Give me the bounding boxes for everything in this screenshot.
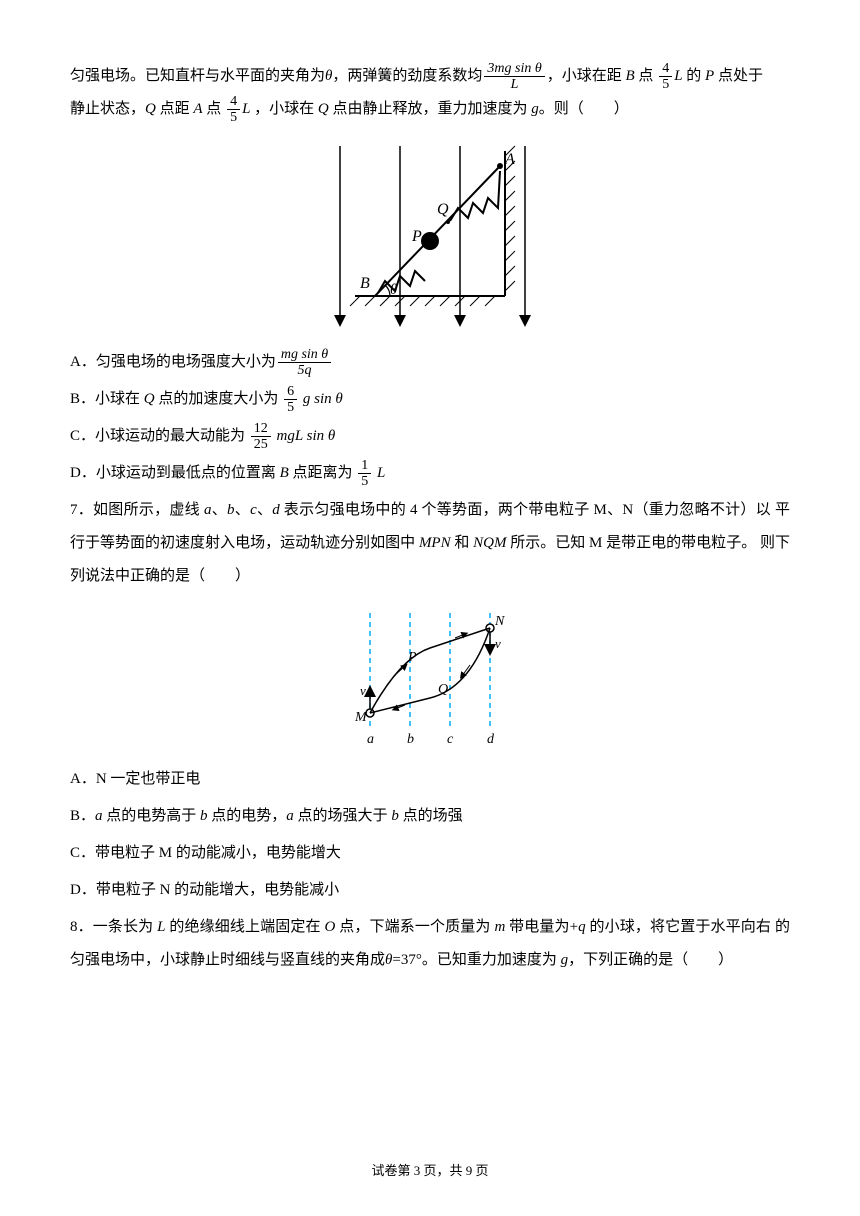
text: 的绝缘细线上端固定在	[166, 919, 325, 935]
Q: Q	[145, 101, 156, 117]
text: 点的电势高于	[103, 808, 201, 824]
q6-intro-line2: 静止状态，Q 点距 A 点 45L ，小球在 Q 点由静止释放，重力加速度为 g…	[70, 93, 790, 126]
frac: 15	[358, 458, 371, 490]
q7-option-c: C．带电粒子 M 的动能减小，电势能增大	[70, 837, 790, 870]
frac: mg sin θ5q	[278, 347, 331, 379]
text: 8．一条长为	[70, 919, 157, 935]
text: 表示匀强电场中的 4 个等势面，两个带电粒子 M、N（重力忽略不计）以	[280, 502, 771, 518]
frac: 1225	[251, 421, 271, 453]
text: 。则（ ）	[539, 101, 629, 117]
figure-equipotential: M N P Q v v a b c d	[70, 603, 790, 753]
a: a	[95, 808, 103, 824]
a: a	[204, 502, 212, 518]
b: b	[227, 502, 235, 518]
q7-option-a: A．N 一定也带正电	[70, 763, 790, 796]
label-Q: Q	[438, 682, 448, 697]
NQM: NQM	[473, 535, 506, 551]
L: L	[373, 465, 385, 481]
label-b: b	[407, 732, 414, 747]
label-d: d	[487, 732, 495, 747]
label-v1: v	[360, 683, 366, 698]
text: 点的加速度大小为	[155, 391, 283, 407]
Q: Q	[144, 391, 155, 407]
text: D．小球运动到最低点的位置离	[70, 465, 280, 481]
m: m	[494, 919, 505, 935]
q: q	[578, 919, 586, 935]
figure-spring-rod: A B P Q θ	[70, 136, 790, 336]
label-A: A	[504, 151, 515, 168]
q6-intro-line1: 匀强电场。已知直杆与水平面的夹角为θ，两弹簧的劲度系数均3mg sin θL，小…	[70, 60, 790, 93]
text: 点处于	[714, 68, 763, 84]
label-N: N	[494, 614, 505, 629]
L: L	[157, 919, 165, 935]
text: 点的场强大于	[294, 808, 392, 824]
text: ，两弹簧的劲度系数均	[332, 68, 482, 84]
frac-45: 45	[659, 61, 672, 93]
text: 7．如图所示，虚线	[70, 502, 204, 518]
P: P	[705, 68, 714, 84]
text: 点距离为	[289, 465, 357, 481]
q7-option-b: B．a 点的电势高于 b 点的电势，a 点的场强大于 b 点的场强	[70, 800, 790, 833]
frac-k: 3mg sin θL	[484, 61, 544, 93]
text: =37°。已知重力加速度为	[392, 952, 560, 968]
label-Q: Q	[437, 201, 449, 218]
text: 带电量为+	[505, 919, 578, 935]
label-P: P	[411, 228, 422, 245]
text: ，小球在距	[547, 68, 626, 84]
a2: a	[286, 808, 294, 824]
text: B．小球在	[70, 391, 144, 407]
q6-option-c: C．小球运动的最大动能为 1225 mgL sin θ	[70, 420, 790, 453]
label-c: c	[447, 732, 454, 747]
text: 匀强电场。已知直杆与水平面的夹角为	[70, 68, 325, 84]
q6-option-b: B．小球在 Q 点的加速度大小为 65 g sin θ	[70, 383, 790, 416]
text: ，小球在	[250, 101, 318, 117]
text: 所示。已知 M 是带正电的带电粒子。	[506, 535, 756, 551]
g: g	[561, 952, 569, 968]
text: 点	[203, 101, 226, 117]
expr: mgL sin θ	[273, 428, 336, 444]
text: 的小球，将它置于水平向右	[586, 919, 771, 935]
frac: 65	[284, 384, 297, 416]
B: B	[626, 68, 635, 84]
label-M: M	[354, 710, 368, 725]
Q2: Q	[318, 101, 329, 117]
q6-option-a: A．匀强电场的电场强度大小为mg sin θ5q	[70, 346, 790, 379]
MPN: MPN	[419, 535, 451, 551]
B: B	[280, 465, 289, 481]
q8-stem: 8．一条长为 L 的绝缘细线上端固定在 O 点，下端系一个质量为 m 带电量为+…	[70, 911, 790, 977]
text: 和	[451, 535, 474, 551]
text: 点	[635, 68, 658, 84]
L: L	[674, 68, 682, 84]
label-v2: v	[495, 636, 501, 651]
text: 的	[683, 68, 706, 84]
text: 静止状态，	[70, 101, 145, 117]
page-footer: 试卷第 3 页，共 9 页	[0, 1157, 860, 1186]
A: A	[193, 101, 202, 117]
frac-45b: 45	[227, 94, 240, 126]
text: 点距	[156, 101, 194, 117]
label-B: B	[360, 275, 370, 292]
text: 点的场强	[399, 808, 463, 824]
q7-option-d: D．带电粒子 N 的动能增大，电势能减小	[70, 874, 790, 907]
q7-stem: 7．如图所示，虚线 a、b、c、d 表示匀强电场中的 4 个等势面，两个带电粒子…	[70, 494, 790, 593]
text: C．小球运动的最大动能为	[70, 428, 249, 444]
text: ，下列正确的是（ ）	[568, 952, 733, 968]
label-P: P	[407, 650, 417, 665]
d: d	[272, 502, 280, 518]
O: O	[325, 919, 336, 935]
text: 点，下端系一个质量为	[335, 919, 494, 935]
label-a: a	[367, 732, 374, 747]
text: B．	[70, 808, 95, 824]
text: 点由静止释放，重力加速度为	[329, 101, 532, 117]
text: A．匀强电场的电场强度大小为	[70, 354, 276, 370]
expr: g sin θ	[299, 391, 343, 407]
c: c	[250, 502, 257, 518]
label-theta: θ	[390, 282, 398, 298]
text: 点的电势，	[208, 808, 287, 824]
q6-option-d: D．小球运动到最低点的位置离 B 点距离为 15 L	[70, 457, 790, 490]
b: b	[200, 808, 208, 824]
b2: b	[391, 808, 399, 824]
g: g	[531, 101, 539, 117]
